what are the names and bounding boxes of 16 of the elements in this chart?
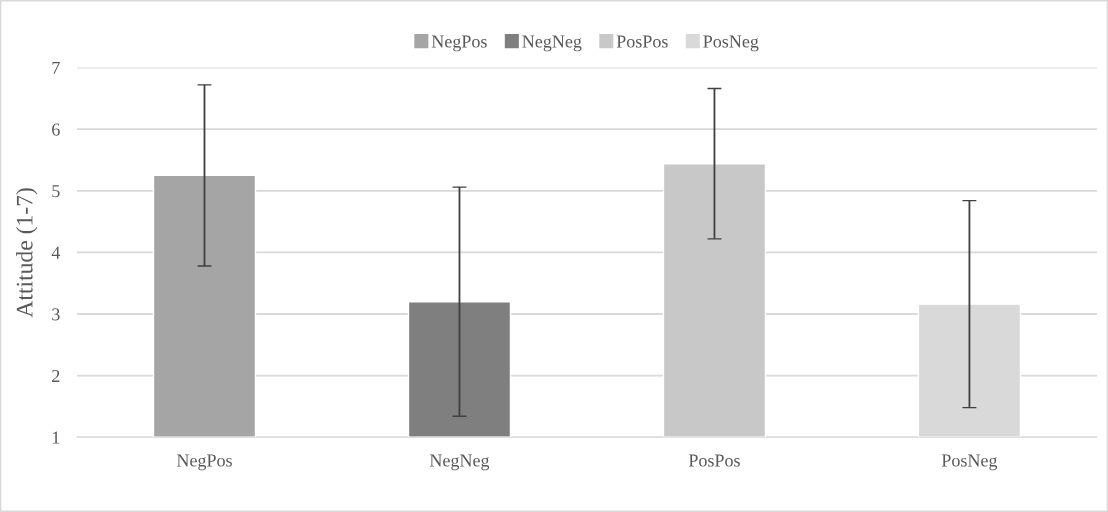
x-tick-label: NegPos bbox=[176, 454, 232, 471]
x-tick-label: NegNeg bbox=[429, 454, 490, 471]
y-tick-label: 4 bbox=[51, 246, 61, 259]
legend-label: NegPos bbox=[431, 35, 487, 52]
y-tick-label: 7 bbox=[52, 62, 60, 74]
y-tick-label: 5 bbox=[52, 185, 60, 198]
y-tick-label: 1 bbox=[52, 431, 60, 444]
legend-label: NegNeg bbox=[522, 35, 582, 52]
y-tick-label: 3 bbox=[52, 308, 60, 321]
x-tick-label: PosNeg bbox=[941, 454, 998, 471]
y-tick-label: 2 bbox=[52, 369, 60, 382]
y-axis-title: Attitude (1-7) bbox=[16, 188, 38, 318]
y-tick-label: 6 bbox=[52, 123, 60, 136]
x-tick-label: PosPos bbox=[688, 454, 740, 467]
legend-label: PosPos bbox=[616, 35, 668, 48]
legend-label: PosNeg bbox=[703, 35, 759, 52]
